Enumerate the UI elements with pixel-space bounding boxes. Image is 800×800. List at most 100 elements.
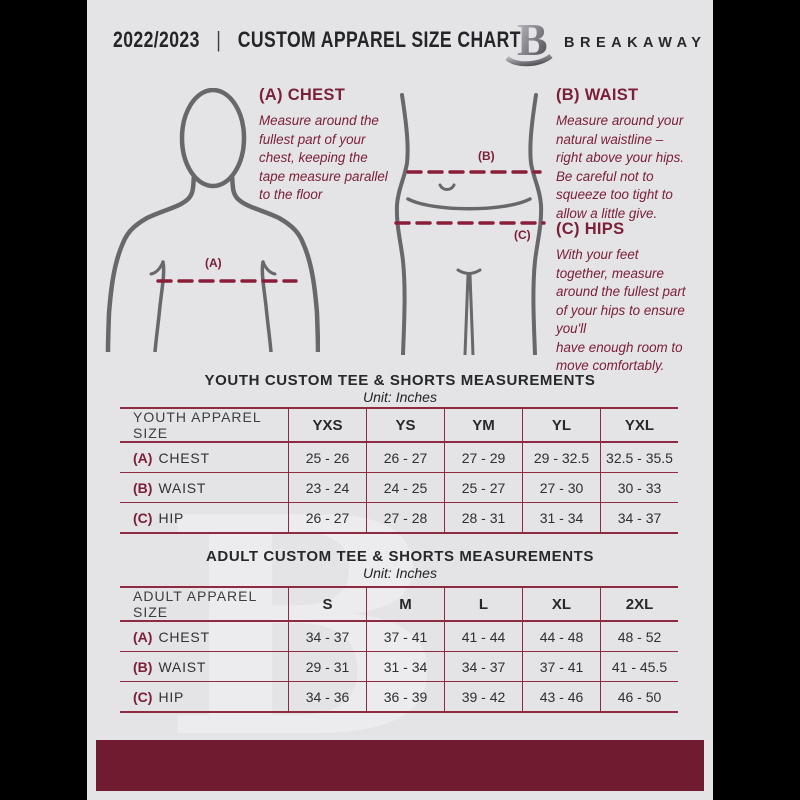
row-label-cell: (B) WAIST bbox=[120, 473, 288, 502]
size-cell: 31 - 34 bbox=[522, 503, 600, 532]
chest-line-label: (A) bbox=[205, 256, 222, 270]
brand-logo-icon: B bbox=[504, 13, 556, 69]
hips-body: With your feet together, measure around … bbox=[556, 247, 686, 373]
waist-instruction: (B) WAIST Measure around your natural wa… bbox=[556, 86, 698, 223]
waist-hip-diagram bbox=[388, 93, 550, 355]
size-cell: 36 - 39 bbox=[366, 682, 444, 711]
row-label-cell: (A) CHEST bbox=[120, 622, 288, 651]
size-cell: 25 - 26 bbox=[288, 443, 366, 472]
size-cell: 25 - 27 bbox=[444, 473, 522, 502]
row-key: (A) bbox=[133, 628, 153, 645]
size-cell: 26 - 27 bbox=[288, 503, 366, 532]
hip-line-label: (C) bbox=[514, 228, 531, 242]
column-header: L bbox=[444, 588, 522, 620]
size-cell: 37 - 41 bbox=[522, 652, 600, 681]
row-key: (C) bbox=[133, 688, 153, 705]
table-header-row: ADULT APPAREL SIZE S M L XL 2XL bbox=[120, 586, 678, 622]
size-cell: 31 - 34 bbox=[366, 652, 444, 681]
row-label-cell: (B) WAIST bbox=[120, 652, 288, 681]
row-key: (B) bbox=[133, 479, 153, 496]
column-header: YXS bbox=[288, 409, 366, 441]
column-header: M bbox=[366, 588, 444, 620]
row-name: HIP bbox=[158, 509, 185, 526]
size-label: YOUTH APPAREL SIZE bbox=[133, 409, 262, 441]
size-cell: 26 - 27 bbox=[366, 443, 444, 472]
upper-body-diagram bbox=[105, 88, 320, 352]
waist-line-label: (B) bbox=[478, 149, 495, 163]
size-cell: 24 - 25 bbox=[366, 473, 444, 502]
youth-table-title: YOUTH CUSTOM TEE & SHORTS MEASUREMENTS bbox=[204, 372, 596, 389]
size-cell: 34 - 37 bbox=[288, 622, 366, 651]
size-label-cell: YOUTH APPAREL SIZE bbox=[120, 409, 288, 441]
column-header: YM bbox=[444, 409, 522, 441]
size-cell: 30 - 33 bbox=[600, 473, 678, 502]
table-row-waist: (B) WAIST 23 - 24 24 - 25 25 - 27 27 - 3… bbox=[120, 472, 678, 502]
size-cell: 44 - 48 bbox=[522, 622, 600, 651]
hips-instruction: (C) HIPS With your feet together, measur… bbox=[556, 220, 706, 376]
table-header-row: YOUTH APPAREL SIZE YXS YS YM YL YXL bbox=[120, 407, 678, 443]
adult-size-table: ADULT APPAREL SIZE S M L XL 2XL (A) CHES… bbox=[120, 586, 678, 713]
head-outline bbox=[179, 88, 247, 189]
waist-body: Measure around your natural waistline – … bbox=[556, 113, 685, 221]
row-name: WAIST bbox=[158, 658, 207, 675]
row-name: CHEST bbox=[158, 628, 210, 645]
size-cell: 27 - 29 bbox=[444, 443, 522, 472]
chest-body: Measure around the fullest part of your … bbox=[259, 113, 388, 202]
size-cell: 28 - 31 bbox=[444, 503, 522, 532]
size-cell: 27 - 30 bbox=[522, 473, 600, 502]
row-key: (B) bbox=[133, 658, 153, 675]
size-cell: 34 - 36 bbox=[288, 682, 366, 711]
size-label: ADULT APPAREL SIZE bbox=[133, 588, 257, 620]
column-header: S bbox=[288, 588, 366, 620]
brand-name: BREAKAWAY bbox=[564, 35, 707, 51]
row-label-cell: (C) HIP bbox=[120, 503, 288, 532]
size-cell: 32.5 - 35.5 bbox=[600, 443, 678, 472]
size-cell: 34 - 37 bbox=[444, 652, 522, 681]
table-row-hip: (C) HIP 26 - 27 27 - 28 28 - 31 31 - 34 … bbox=[120, 502, 678, 532]
chest-instruction: (A) CHEST Measure around the fullest par… bbox=[259, 86, 401, 205]
hips-heading: (C) HIPS bbox=[556, 220, 625, 238]
title-divider: | bbox=[216, 27, 222, 52]
size-cell: 37 - 41 bbox=[366, 622, 444, 651]
column-header: YS bbox=[366, 409, 444, 441]
size-cell: 43 - 46 bbox=[522, 682, 600, 711]
navel-mark bbox=[438, 183, 456, 191]
table-row-chest: (A) CHEST 25 - 26 26 - 27 27 - 29 29 - 3… bbox=[120, 443, 678, 472]
footer-bar bbox=[96, 740, 704, 791]
size-label-cell: ADULT APPAREL SIZE bbox=[120, 588, 288, 620]
size-cell: 46 - 50 bbox=[600, 682, 678, 711]
row-key: (A) bbox=[133, 449, 153, 466]
hip-curve bbox=[406, 197, 532, 211]
size-cell: 29 - 31 bbox=[288, 652, 366, 681]
row-label-cell: (C) HIP bbox=[120, 682, 288, 711]
size-cell: 41 - 44 bbox=[444, 622, 522, 651]
size-cell: 34 - 37 bbox=[600, 503, 678, 532]
table-row-chest: (A) CHEST 34 - 37 37 - 41 41 - 44 44 - 4… bbox=[120, 622, 678, 651]
adult-table-title: ADULT CUSTOM TEE & SHORTS MEASUREMENTS bbox=[205, 548, 595, 565]
size-cell: 29 - 32.5 bbox=[522, 443, 600, 472]
table-row-waist: (B) WAIST 29 - 31 31 - 34 34 - 37 37 - 4… bbox=[120, 651, 678, 681]
column-header: XL bbox=[522, 588, 600, 620]
size-cell: 27 - 28 bbox=[366, 503, 444, 532]
youth-size-table: YOUTH APPAREL SIZE YXS YS YM YL YXL (A) … bbox=[120, 407, 678, 534]
page-title: 2022/2023 | CUSTOM APPAREL SIZE CHART bbox=[113, 27, 521, 53]
column-header: 2XL bbox=[600, 588, 678, 620]
size-cell: 41 - 45.5 bbox=[600, 652, 678, 681]
chest-heading: (A) CHEST bbox=[259, 86, 346, 104]
adult-table-unit: Unit: Inches bbox=[363, 565, 437, 581]
size-chart-page: B 2022/2023 | CUSTOM APPAREL SIZE CHART … bbox=[87, 0, 713, 800]
column-header: YXL bbox=[600, 409, 678, 441]
row-label-cell: (A) CHEST bbox=[120, 443, 288, 472]
youth-table-unit: Unit: Inches bbox=[363, 389, 437, 405]
title-text: CUSTOM APPAREL SIZE CHART bbox=[237, 27, 521, 52]
size-cell: 48 - 52 bbox=[600, 622, 678, 651]
row-name: HIP bbox=[158, 688, 185, 705]
row-name: WAIST bbox=[158, 479, 207, 496]
row-key: (C) bbox=[133, 509, 153, 526]
size-cell: 23 - 24 bbox=[288, 473, 366, 502]
size-cell: 39 - 42 bbox=[444, 682, 522, 711]
column-header: YL bbox=[522, 409, 600, 441]
row-name: CHEST bbox=[158, 449, 210, 466]
waist-heading: (B) WAIST bbox=[556, 86, 639, 104]
table-row-hip: (C) HIP 34 - 36 36 - 39 39 - 42 43 - 46 … bbox=[120, 681, 678, 711]
